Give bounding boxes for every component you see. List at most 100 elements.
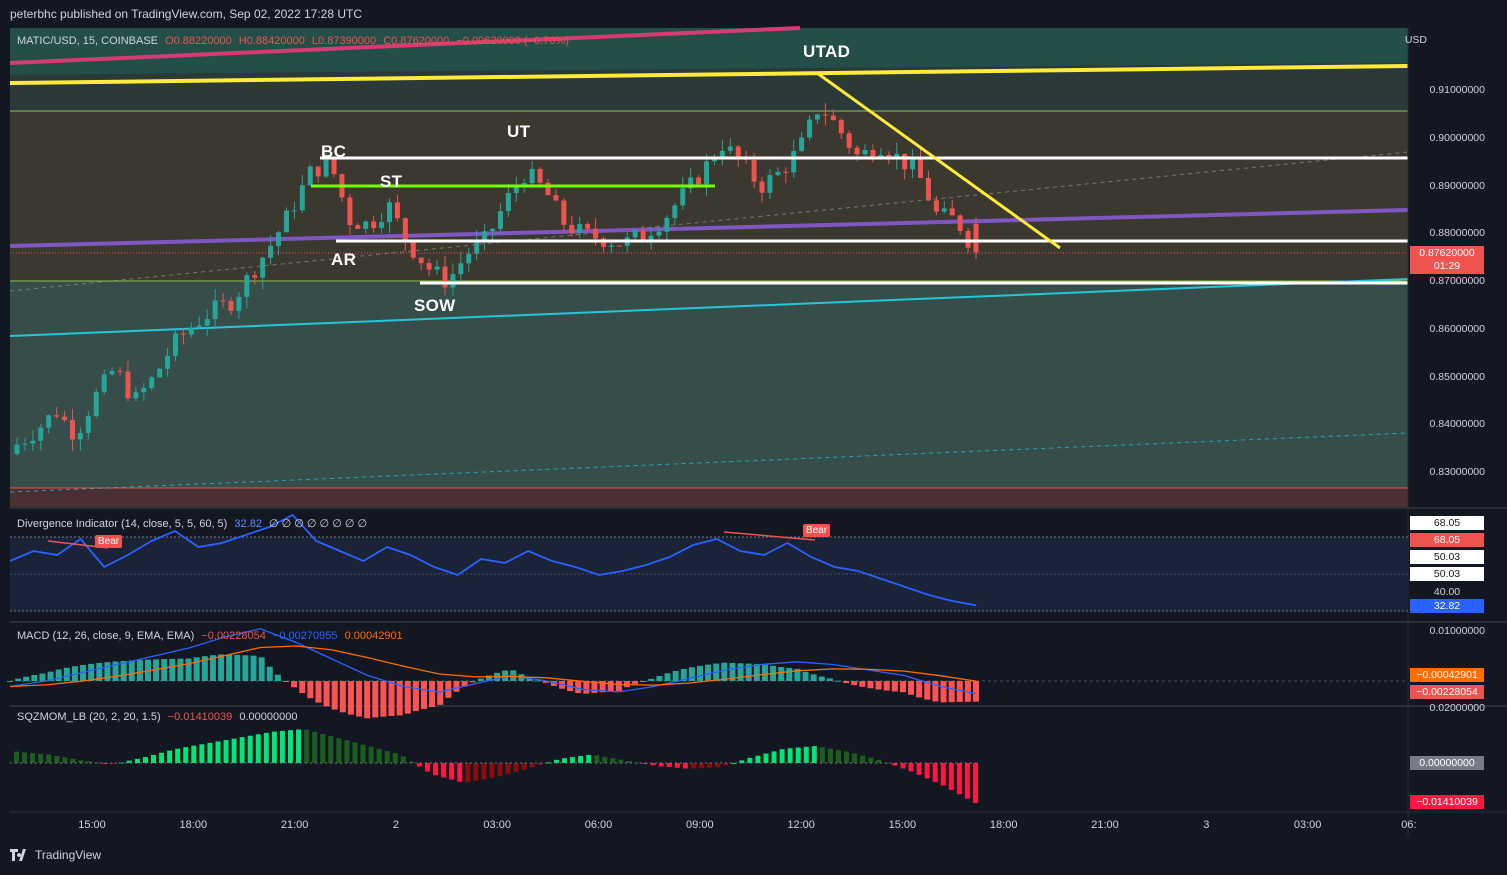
sqz-value-tag: −0.01410039 xyxy=(1410,795,1484,809)
sqz-title[interactable]: SQZMOM_LB (20, 2, 20, 1.5) xyxy=(17,711,161,723)
macd-hist-bar xyxy=(209,655,216,681)
macd-hist-bar xyxy=(339,681,346,713)
macd-hist-bar xyxy=(291,681,298,688)
candle-body xyxy=(426,263,432,270)
macd-axis-tick: 0.01000000 xyxy=(1429,625,1485,637)
candle-body xyxy=(450,274,456,288)
macd-hist-bar xyxy=(680,668,687,681)
tradingview-logo-icon xyxy=(10,849,26,861)
candle-body xyxy=(323,158,329,177)
candle-body xyxy=(46,415,52,428)
macd-hist-bar xyxy=(648,678,655,681)
macd-hist-bar xyxy=(810,674,817,681)
candle-body xyxy=(291,210,297,212)
candle-body xyxy=(711,158,717,162)
macd-hist-bar xyxy=(412,681,419,712)
candle-body xyxy=(165,355,171,369)
squeeze-bar xyxy=(142,757,148,763)
time-tick-label: 03:00 xyxy=(483,819,511,831)
candle-body xyxy=(482,231,488,241)
candle-body xyxy=(941,208,947,212)
candle-body xyxy=(69,420,75,440)
candle-body xyxy=(513,187,519,193)
candle-body xyxy=(307,166,313,186)
candle-body xyxy=(30,440,36,444)
squeeze-bar xyxy=(199,744,205,763)
candle-body xyxy=(363,221,369,229)
sow-label: SOW xyxy=(414,296,456,315)
candle-body xyxy=(688,177,694,189)
candle-body xyxy=(117,371,123,373)
macd-hist-bar xyxy=(347,681,354,715)
macd-hist-bar xyxy=(875,681,882,690)
squeeze-bar xyxy=(126,760,132,763)
published-by-label: peterbhc published on TradingView.com, S… xyxy=(10,7,363,21)
symbol-label[interactable]: MATIC/USD, 15, COINBASE xyxy=(17,35,158,47)
candle-body xyxy=(505,192,511,212)
macd-signal-tag: −0.00042901 xyxy=(1410,668,1484,682)
squeeze-bar xyxy=(529,763,535,768)
squeeze-bar xyxy=(304,729,310,763)
candle-body xyxy=(188,327,194,335)
macd-title[interactable]: MACD (12, 26, close, 9, EMA, EMA) xyxy=(17,630,195,642)
macd-hist-bar xyxy=(258,657,265,681)
divergence-title[interactable]: Divergence Indicator (14, close, 5, 5, 6… xyxy=(17,518,228,530)
macd-hist-bar xyxy=(940,681,947,703)
macd-value-1: −0.00228054 xyxy=(201,630,266,642)
price-tick-label: 0.86000000 xyxy=(1429,322,1485,335)
squeeze-bar xyxy=(62,757,68,763)
high-value: H0.88420000 xyxy=(238,35,305,47)
candle-body xyxy=(474,240,480,254)
div-current-tag: 32.82 xyxy=(1410,599,1484,613)
divergence-legend: Divergence Indicator (14, close, 5, 5, 6… xyxy=(17,517,367,530)
macd-hist-bar xyxy=(615,681,622,692)
macd-hist-bar xyxy=(607,681,614,692)
squeeze-bar xyxy=(908,763,914,772)
squeeze-bar xyxy=(46,754,52,763)
squeeze-bar xyxy=(223,739,229,763)
teal-channel-line xyxy=(9,278,1409,337)
bear-badge: Bear xyxy=(803,524,831,537)
div-axis-tag: 50.03 xyxy=(1410,567,1484,581)
st-label: ST xyxy=(380,172,403,191)
macd-hist-bar xyxy=(745,663,752,681)
close-value: C0.87620000 xyxy=(383,35,450,47)
squeeze-bar xyxy=(860,755,866,763)
squeeze-bar xyxy=(441,763,447,778)
macd-hist-bar xyxy=(201,656,208,681)
squeeze-bar xyxy=(755,755,761,763)
squeeze-bar xyxy=(449,763,455,780)
price-tick-label: 0.83000000 xyxy=(1429,466,1485,478)
header-bar: peterbhc published on TradingView.com, S… xyxy=(0,0,1507,28)
macd-hist-bar xyxy=(372,681,379,718)
low-value: L0.87390000 xyxy=(311,35,377,47)
squeeze-bar xyxy=(489,763,495,778)
tradingview-footer[interactable]: TradingView xyxy=(10,848,101,862)
squeeze-bar xyxy=(408,761,414,763)
candle-body xyxy=(838,120,844,134)
macd-hist-bar xyxy=(185,658,192,681)
squeeze-bar xyxy=(674,763,680,768)
div-axis-tag: 68.05 xyxy=(1410,533,1484,547)
macd-hist-bar xyxy=(193,657,200,681)
macd-line-tag: −0.00228054 xyxy=(1410,685,1484,699)
macd-hist-bar xyxy=(299,681,306,694)
squeeze-bar xyxy=(247,735,253,763)
squeeze-bar xyxy=(465,763,471,783)
sqz-legend: SQZMOM_LB (20, 2, 20, 1.5) −0.01410039 0… xyxy=(17,711,297,723)
squeeze-bar xyxy=(819,747,825,763)
squeeze-bar xyxy=(747,757,753,763)
candle-body xyxy=(807,119,813,138)
candle-body xyxy=(54,415,60,417)
macd-hist-bar xyxy=(7,681,13,682)
macd-hist-bar xyxy=(924,681,931,700)
macd-hist-bar xyxy=(31,674,38,681)
candle-body xyxy=(632,230,638,238)
candle-body xyxy=(141,387,147,393)
div-axis-tag: 50.03 xyxy=(1410,550,1484,564)
macd-hist-bar xyxy=(250,655,257,681)
time-tick-label: 15:00 xyxy=(78,819,106,831)
candle-body xyxy=(783,171,789,173)
candle-body xyxy=(109,371,115,375)
